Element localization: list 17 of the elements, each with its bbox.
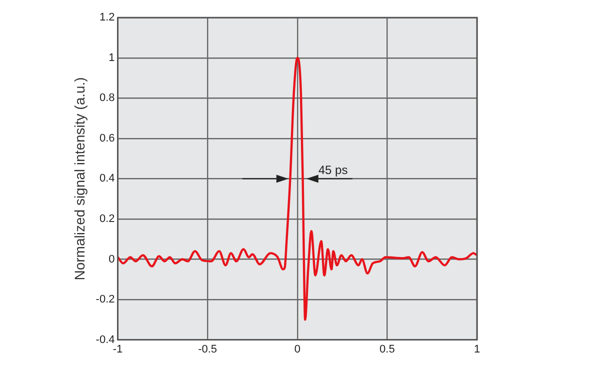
x-tick-label: -1 — [112, 343, 123, 356]
y-tick-label: 0.8 — [99, 92, 115, 104]
y-tick-label: 0.2 — [99, 213, 115, 226]
annotation: 45 ps — [318, 163, 348, 178]
y-tick-label: -0.4 — [96, 334, 115, 346]
y-axis-title: Normalized signal intensity (a.u.) — [71, 77, 88, 280]
x-tick-label: 0.5 — [380, 343, 395, 356]
y-tick-label: -0.2 — [96, 294, 115, 306]
line-series — [118, 56, 477, 321]
y-tick-label: 0 — [108, 253, 115, 266]
y-tick-label: 1.2 — [99, 12, 115, 24]
y-tick-label: 1 — [108, 52, 115, 64]
y-tick-label: 0.4 — [99, 172, 115, 185]
y-tick-label: 0.6 — [99, 132, 115, 144]
x-tick-label: 1 — [474, 343, 480, 356]
x-tick-label: 0 — [294, 343, 300, 356]
x-tick-label: -0.5 — [198, 343, 218, 356]
